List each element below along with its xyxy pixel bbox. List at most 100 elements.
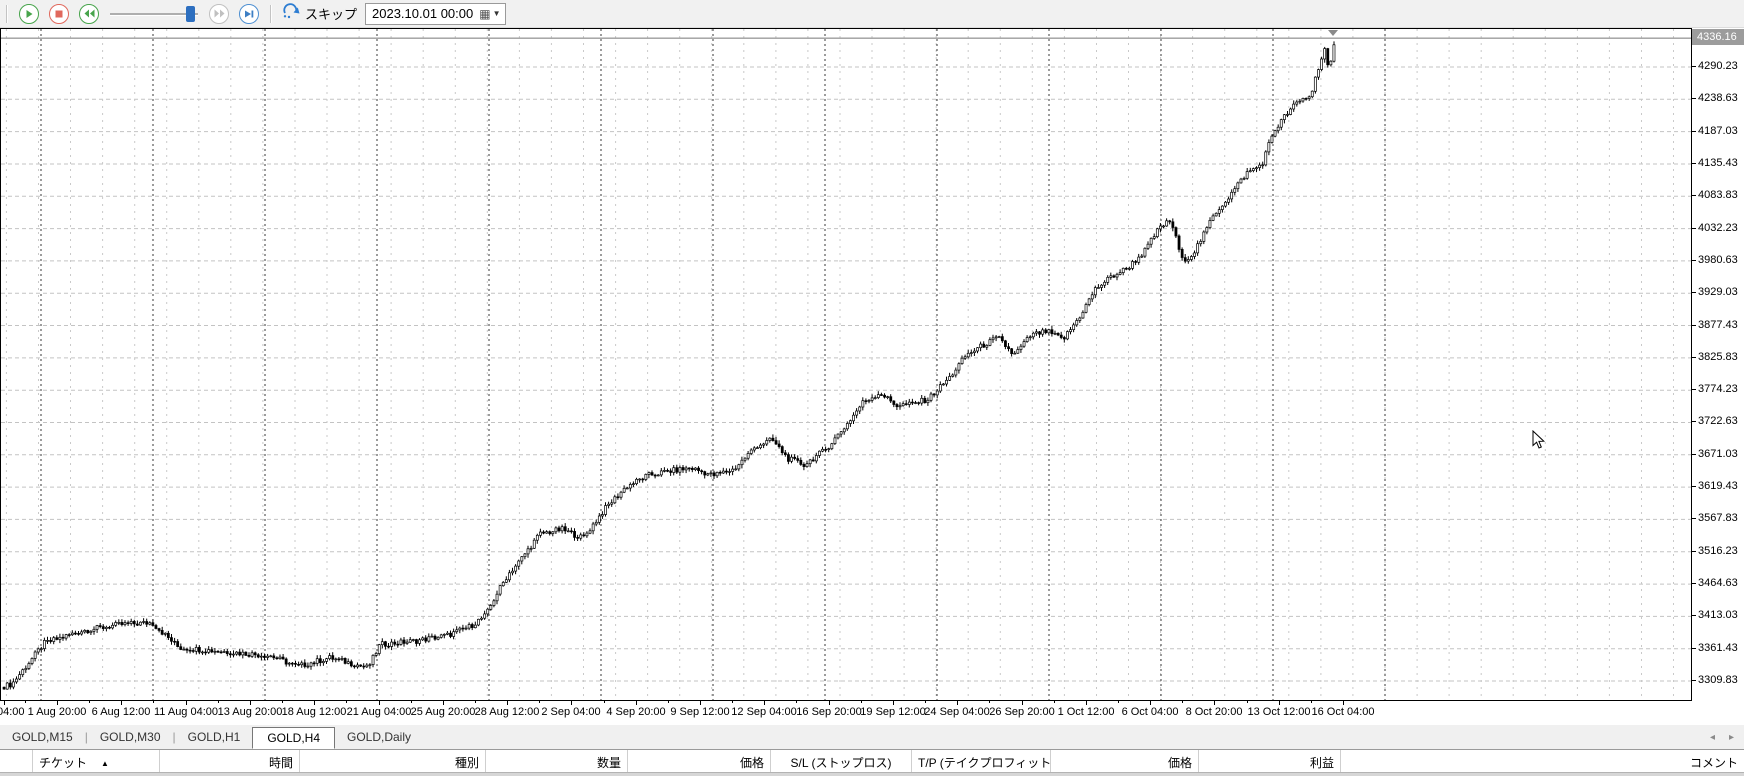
play-button[interactable] — [19, 3, 39, 24]
skip-date-field[interactable]: 2023.10.01 00:00 ▦ ▼ — [365, 2, 506, 25]
chart-canvas[interactable] — [0, 28, 1692, 701]
price-tick-label: 4238.63 — [1698, 92, 1738, 104]
time-tick — [829, 701, 830, 705]
time-minor-tick — [796, 701, 797, 703]
price-tick — [1692, 228, 1696, 229]
time-tick-label: 2 Sep 04:00 — [541, 706, 601, 718]
time-tick — [1343, 701, 1344, 705]
current-price-badge: 4336.16 — [1692, 29, 1744, 45]
fast-forward-button[interactable] — [209, 3, 229, 24]
dropdown-arrow-icon[interactable]: ▼ — [492, 9, 501, 18]
time-tick-label: 1 Aug 20:00 — [27, 706, 87, 718]
time-minor-tick — [861, 701, 862, 703]
time-tick — [443, 701, 444, 705]
tab-separator: | — [172, 730, 176, 744]
time-tick-label: 04:00 — [0, 706, 25, 718]
price-tick — [1692, 357, 1696, 358]
price-tick — [1692, 680, 1696, 681]
price-tick — [1692, 163, 1696, 164]
time-tick — [571, 701, 572, 705]
column-header-type[interactable]: 種別 — [300, 750, 486, 772]
time-tick — [1214, 701, 1215, 705]
tab-scroll-left-icon[interactable]: ◂ — [1709, 731, 1715, 743]
column-header-comment[interactable]: コメント — [1341, 750, 1744, 772]
column-header-profit[interactable]: 利益 — [1199, 750, 1341, 772]
time-tick — [1150, 701, 1151, 705]
time-tick — [314, 701, 315, 705]
time-tick — [1086, 701, 1087, 705]
price-tick — [1692, 195, 1696, 196]
rewind-button[interactable] — [79, 3, 99, 24]
price-tick — [1692, 551, 1696, 552]
time-minor-tick — [1247, 701, 1248, 703]
skip-date-value: 2023.10.01 00:00 — [372, 6, 474, 21]
price-tick — [1692, 421, 1696, 422]
column-label: 種別 — [454, 756, 479, 770]
price-tick-label: 3929.03 — [1698, 286, 1738, 298]
price-tick — [1692, 389, 1696, 390]
price-tick — [1692, 66, 1696, 67]
column-header-price2[interactable]: 価格 — [1051, 750, 1199, 772]
skip-button[interactable]: スキップ — [282, 3, 365, 24]
chart-tabbar: GOLD,M15 | GOLD,M30 | GOLD,H1 GOLD,H4 GOLD,Dai… — [0, 725, 1744, 750]
time-tick — [4, 701, 5, 705]
skip-button-label: スキップ — [305, 7, 358, 22]
tab-gold-m30[interactable]: GOLD,M30 — [99, 730, 161, 744]
column-header-ticket[interactable]: チケット ▲ — [33, 750, 160, 772]
time-minor-tick — [411, 701, 412, 703]
calendar-icon[interactable]: ▦ — [479, 6, 491, 21]
price-tick — [1692, 260, 1696, 261]
column-header-volume[interactable]: 数量 — [486, 750, 628, 772]
time-tick-label: 11 Aug 04:00 — [153, 706, 219, 718]
time-tick — [379, 701, 380, 705]
price-tick-label: 3567.83 — [1698, 512, 1738, 524]
time-minor-tick — [732, 701, 733, 703]
skip-to-end-button[interactable] — [239, 3, 259, 24]
skip-icon — [282, 3, 301, 24]
time-tick-label: 21 Aug 04:00 — [346, 706, 412, 718]
column-header-price[interactable]: 価格 — [628, 750, 771, 772]
price-tick-label: 3980.63 — [1698, 254, 1738, 266]
tab-gold-h4[interactable]: GOLD,H4 — [252, 726, 335, 749]
column-header-tp[interactable]: T/P (テイクプロフィット) — [912, 750, 1051, 772]
rewind-icon — [84, 9, 95, 18]
table-body-strip — [0, 773, 1744, 776]
time-axis[interactable]: 04:00 1 Aug 20:00 6 Aug 12:00 11 Aug 04:00 1… — [0, 701, 1692, 725]
sort-ascending-icon: ▲ — [101, 759, 109, 768]
tab-scroll-right-icon[interactable]: ▸ — [1728, 731, 1734, 743]
time-tick — [57, 701, 58, 705]
price-tick — [1692, 518, 1696, 519]
tab-gold-daily[interactable]: GOLD,Daily — [347, 730, 412, 744]
price-tick-label: 3877.43 — [1698, 319, 1738, 331]
price-axis[interactable]: 4290.23 4238.63 4187.03 4135.43 4083.83 4032.… — [1692, 28, 1744, 701]
column-header-sl[interactable]: S/L (ストップロス) — [771, 750, 912, 772]
price-tick-label: 3361.43 — [1698, 642, 1738, 654]
time-minor-tick — [989, 701, 990, 703]
time-minor-tick — [925, 701, 926, 703]
column-header-time[interactable]: 時間 — [160, 750, 300, 772]
speed-slider-handle[interactable] — [186, 5, 195, 22]
time-minor-tick — [1118, 701, 1119, 703]
table-select-column — [0, 750, 33, 772]
time-minor-tick — [346, 701, 347, 703]
tab-gold-m15[interactable]: GOLD,M15 — [12, 730, 73, 744]
stop-button[interactable] — [49, 3, 69, 24]
time-minor-tick — [89, 701, 90, 703]
time-tick-label: 16 Sep 20:00 — [796, 706, 862, 718]
price-tick-label: 3516.23 — [1698, 545, 1738, 557]
speed-slider[interactable] — [110, 4, 198, 24]
column-label: 数量 — [596, 756, 621, 770]
time-minor-tick — [282, 701, 283, 703]
time-tick — [250, 701, 251, 705]
price-tick-label: 4032.23 — [1698, 222, 1738, 234]
column-label: 価格 — [739, 756, 764, 770]
time-tick-label: 8 Oct 20:00 — [1185, 706, 1243, 718]
price-tick — [1692, 325, 1696, 326]
column-label: コメント — [1689, 756, 1738, 770]
stop-icon — [55, 10, 63, 18]
time-tick-label: 26 Sep 20:00 — [989, 706, 1055, 718]
time-tick — [1022, 701, 1023, 705]
price-tick-label: 4187.03 — [1698, 125, 1738, 137]
tab-gold-h1[interactable]: GOLD,H1 — [187, 730, 241, 744]
time-minor-tick — [153, 701, 154, 703]
